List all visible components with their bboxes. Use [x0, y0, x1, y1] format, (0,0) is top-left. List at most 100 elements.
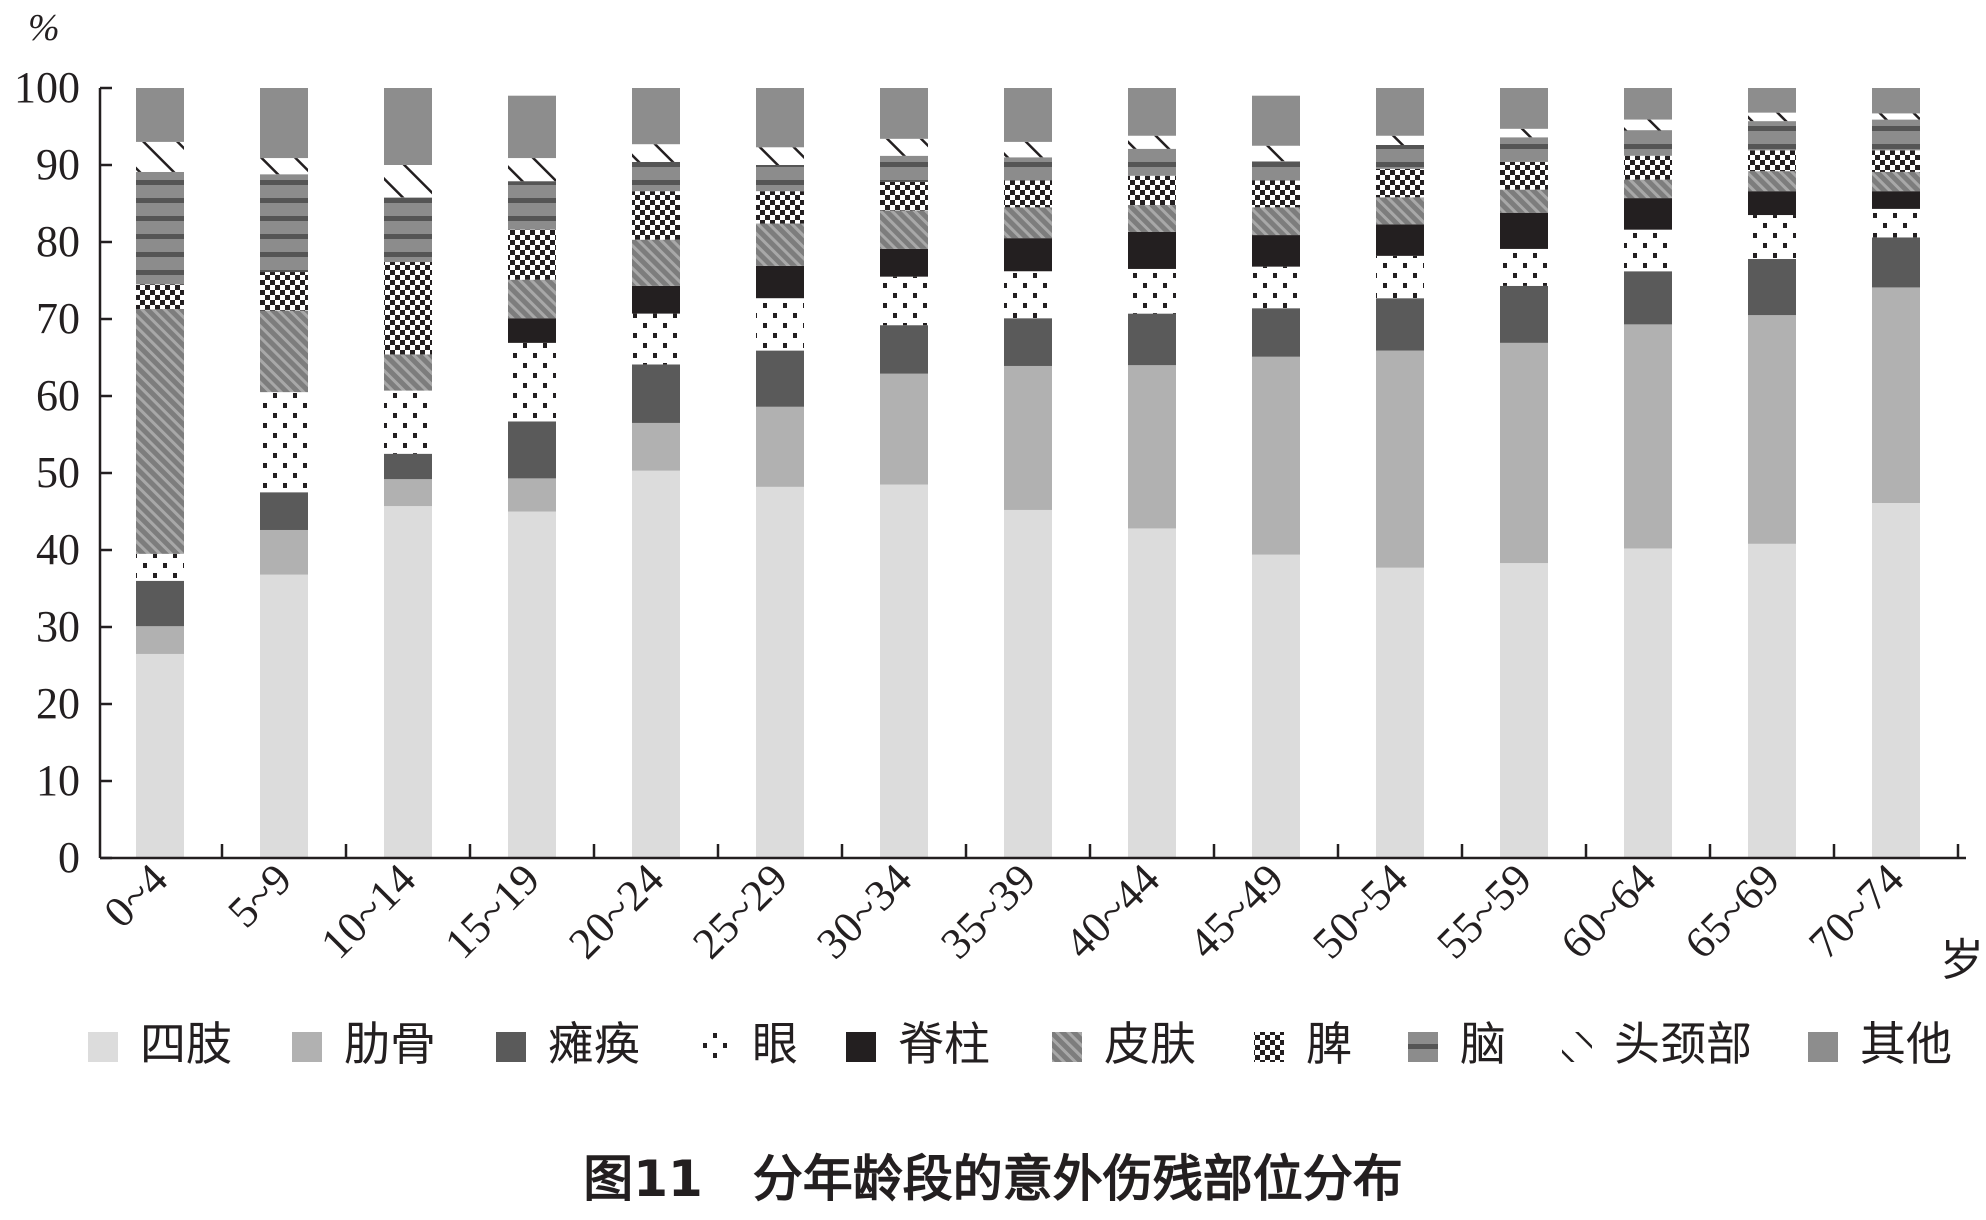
legend: 四肢 肋骨 瘫痪 眼 脊柱 皮肤 脾 脑 头颈部 其他 [88, 1019, 1952, 1070]
bar-segment [136, 284, 184, 309]
bar-segment [1004, 180, 1052, 208]
bar-segment [1872, 150, 1920, 172]
x-tick-label: 65~69 [1675, 854, 1789, 968]
y-tick-label: 10 [36, 756, 80, 805]
bar-segment [756, 350, 804, 407]
x-tick-label: 0~4 [94, 854, 177, 937]
bar-segment [1748, 191, 1796, 216]
bar-segment [1004, 88, 1052, 142]
y-ticks: 0 10 20 30 40 50 60 70 80 90 100 [14, 63, 112, 882]
bar-segment [1872, 503, 1920, 858]
bar-segment [1004, 238, 1052, 272]
bar-segment [1748, 121, 1796, 151]
bar-segment [1252, 95, 1300, 146]
bar-segment [1500, 563, 1548, 858]
bar-stack [756, 88, 804, 858]
bar-segment [1624, 155, 1672, 180]
bar-segment [1500, 137, 1548, 162]
bar-stack [508, 95, 556, 858]
bar-segment [880, 325, 928, 374]
bar-segment [260, 310, 308, 393]
legend-item: 脑 [1408, 1019, 1506, 1070]
y-tick-label: 70 [36, 294, 80, 343]
bar-segment [1252, 161, 1300, 181]
bar-segment [508, 279, 556, 319]
bar-segment [1004, 318, 1052, 366]
bar-segment [1376, 197, 1424, 225]
bar-segment [1872, 88, 1920, 114]
bar-segment [1748, 258, 1796, 316]
bar-segment [1500, 128, 1548, 138]
y-axis-unit: % [28, 7, 60, 49]
bar-segment [1748, 150, 1796, 172]
bars [136, 88, 1920, 858]
bar-segment [384, 197, 432, 263]
y-tick-label: 30 [36, 602, 80, 651]
bar-segment [1128, 528, 1176, 858]
bar-segment [1872, 113, 1920, 120]
x-tick-label: 45~49 [1179, 854, 1293, 968]
bar-segment [1872, 191, 1920, 209]
bar-segment [632, 364, 680, 423]
bar-segment [1376, 144, 1424, 169]
legend-label: 四肢 [140, 1019, 232, 1070]
bar-segment [756, 406, 804, 487]
legend-label: 皮肤 [1104, 1019, 1196, 1070]
bar-segment [1624, 548, 1672, 858]
x-tick-label: 10~14 [311, 854, 425, 968]
legend-swatch [496, 1032, 526, 1062]
x-tick-label: 55~59 [1427, 854, 1541, 968]
x-axis-unit: 岁 [1940, 936, 1984, 985]
bar-segment [1252, 554, 1300, 858]
bar-segment [1252, 308, 1300, 357]
bar-segment [136, 171, 184, 285]
y-tick-label: 40 [36, 525, 80, 574]
bar-segment [1376, 135, 1424, 145]
bar-segment [632, 422, 680, 471]
bar-segment [1872, 171, 1920, 192]
bar-segment [1500, 161, 1548, 190]
x-tick-label: 60~64 [1551, 854, 1665, 968]
bar-segment [260, 158, 308, 175]
bar-segment [632, 239, 680, 286]
bar-segment [384, 479, 432, 507]
legend-item: 瘫痪 [496, 1019, 640, 1070]
bar-segment [1004, 141, 1052, 158]
legend-swatch [1562, 1032, 1592, 1062]
bar-segment [756, 486, 804, 858]
bar-segment [1872, 119, 1920, 151]
bar-stack [1252, 95, 1300, 858]
bar-stack [260, 88, 308, 858]
bar-segment [508, 318, 556, 343]
y-tick-label: 20 [36, 679, 80, 728]
legend-swatch [1254, 1032, 1284, 1062]
bar-segment [1004, 509, 1052, 858]
bar-segment [1624, 179, 1672, 199]
bar-segment [384, 453, 432, 480]
figure-caption: 图11 分年龄段的意外伤残部位分布 [583, 1150, 1403, 1208]
bar-segment [1128, 231, 1176, 269]
bar-segment [1376, 298, 1424, 351]
bar-segment [1624, 88, 1672, 120]
bar-segment [1252, 235, 1300, 267]
bar-segment [1128, 313, 1176, 366]
bar-segment [384, 506, 432, 858]
bar-segment [1500, 212, 1548, 249]
bar-segment [136, 653, 184, 858]
bar-segment [1500, 285, 1548, 343]
bar-segment [1872, 237, 1920, 288]
bar-segment [880, 155, 928, 182]
y-tick-label: 50 [36, 448, 80, 497]
bar-segment [384, 354, 432, 391]
bar-segment [1128, 148, 1176, 176]
legend-item: 肋骨 [292, 1019, 436, 1070]
bar-segment [1624, 130, 1672, 156]
bar-stack [1376, 88, 1424, 858]
bar-segment [136, 88, 184, 142]
bar-segment [1748, 315, 1796, 544]
bar-segment [260, 392, 308, 493]
bar-stack [632, 88, 680, 858]
y-tick-label: 60 [36, 371, 80, 420]
legend-label: 肋骨 [344, 1019, 436, 1070]
